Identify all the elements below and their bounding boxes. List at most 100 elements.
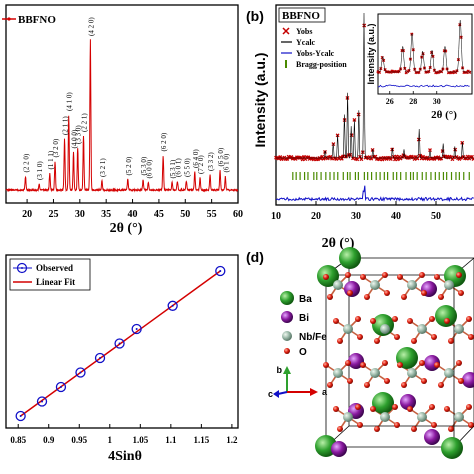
panel-c-legend-observed-label: Observed xyxy=(36,263,73,273)
panel-c-observed-point xyxy=(55,381,67,393)
panel-b-rietveld: (b) Intensity (a.u.) BBFNO YobsYcalcYobs… xyxy=(246,4,474,251)
panel-d-atom-ba xyxy=(441,437,463,459)
panel-d-unit-cell xyxy=(325,257,474,448)
panel-d-atom-nbfe xyxy=(417,412,427,422)
panel-d-atom-bi xyxy=(462,372,474,388)
panel-c-legend-observed-dot xyxy=(21,267,23,269)
panel-b-inset-x-tick-label: 28 xyxy=(409,97,417,106)
panel-c-observed-point-center xyxy=(135,328,138,330)
panel-c-observed-point-center xyxy=(118,342,121,345)
panel-a-legend-marker xyxy=(7,17,11,21)
panel-a-peak-label: (6 0 0) xyxy=(145,159,153,178)
panel-a-frame xyxy=(5,4,239,204)
panel-c-x-axis-label: 4Sinθ xyxy=(108,449,142,464)
panel-b-legend-label: Yobs xyxy=(296,27,312,36)
panel-d-atom-o xyxy=(431,334,437,340)
panel-d-atom-o xyxy=(347,290,353,296)
panel-a-peak-labels: (2 2 0) (3 1 0)(1 1 1)(3 2 0)(2 1 1) (4 1 … xyxy=(23,17,231,180)
panel-d-atom-o xyxy=(434,362,440,368)
panel-d-atom-o xyxy=(444,318,450,324)
panel-b-series-ycalc xyxy=(276,12,474,159)
panel-b-inset-frame xyxy=(377,13,473,95)
panel-d-atom-o xyxy=(337,338,343,344)
axis-a-arrowhead-icon xyxy=(310,388,318,396)
panel-d-atom-o xyxy=(364,294,370,300)
panel-d-atom-o xyxy=(448,338,454,344)
panel-d-atom-o xyxy=(337,426,343,432)
panel-d-atom-o xyxy=(323,274,329,280)
panel-d-legend-swatch-nb-fe xyxy=(282,331,292,341)
panel-b-x-ticks: 10 20 30 40 50 xyxy=(271,201,441,222)
panel-b-inset: Intensity (a.u.) 26 28 30 2θ (°) xyxy=(366,13,473,121)
panel-d-atom-o xyxy=(384,290,390,296)
panel-d-legend-label: Bi xyxy=(299,313,309,324)
panel-d-legend-swatch-o xyxy=(284,348,290,354)
panel-b-inset-x-tick-label: 30 xyxy=(433,97,441,106)
panel-d-atom-o xyxy=(345,360,351,366)
axis-a-label: a xyxy=(322,387,328,397)
panel-d-atom-o xyxy=(357,334,363,340)
panel-d-atom-o xyxy=(434,274,440,280)
panel-a-peak-label: (2 2 0) xyxy=(23,153,31,172)
panel-c-observed-point-center xyxy=(59,386,62,388)
panel-d-atom-o xyxy=(347,378,353,384)
panel-d-atom-o xyxy=(407,318,413,324)
panel-a-peak-label: (5 3 1) xyxy=(169,159,177,178)
panel-a-peak-label: (6 5 0) xyxy=(217,147,225,166)
panel-a-peak-label: (3 2 1) xyxy=(99,158,107,177)
panel-a-x-tick-label: 55 xyxy=(207,209,217,220)
panel-b-legend-label: Bragg-position xyxy=(296,60,347,69)
panel-d-atom-o xyxy=(421,290,427,296)
panel-a-x-tick-label: 30 xyxy=(75,209,85,220)
panel-a-peak-label: (4 1 0) xyxy=(66,92,74,111)
panel-d-atom-o xyxy=(384,378,390,384)
panel-d-atom-bi xyxy=(424,429,440,445)
panel-c-observed-point xyxy=(114,338,125,349)
panel-a-peak-label: (4 0 0) xyxy=(70,129,78,148)
panel-d-axis-triad: b a c xyxy=(268,365,328,399)
panel-d-legend-label: O xyxy=(299,347,307,358)
panel-d-atom-bi xyxy=(400,394,416,410)
panel-d-atom-o xyxy=(466,316,472,322)
panel-c-observed-point-center xyxy=(171,304,174,307)
panel-d-atom-o xyxy=(370,318,376,324)
panel-d-atom-o xyxy=(458,378,464,384)
panel-d-atom-nbfe xyxy=(444,280,454,290)
panel-d-atom-o xyxy=(456,360,462,366)
panel-a-peak-label: (3 3 0) xyxy=(75,125,83,144)
panel-a-x-tick-label: 45 xyxy=(154,209,164,220)
panel-c-observed-point xyxy=(75,367,86,378)
axis-b-arrowhead-icon xyxy=(283,366,291,374)
panel-c-x-tick-label: 0.85 xyxy=(10,435,26,445)
panel-d-atom-o xyxy=(364,382,370,388)
panel-d-atom-o xyxy=(374,426,380,432)
panel-a-x-ticks: 20 25 30 35 40 45 50 55 60 xyxy=(22,199,243,220)
panel-d-atoms xyxy=(315,247,474,459)
panel-a-legend-label: BBFNO xyxy=(18,14,56,26)
panel-b-inset-x-tick-label: 26 xyxy=(386,97,394,106)
panel-d-atom-o xyxy=(419,272,425,278)
panel-c-frame xyxy=(5,254,239,429)
panel-d-atom-o xyxy=(333,318,339,324)
panel-d-atom-o xyxy=(401,294,407,300)
panel-d-atom-o xyxy=(382,272,388,278)
panel-c-x-ticks: 0.85 0.9 0.95 1 1.05 1.1 1.15 1.2 xyxy=(10,424,238,445)
panel-a-x-tick-label: 35 xyxy=(101,209,111,220)
panel-d-atom-o xyxy=(392,316,398,322)
panel-d-atom-nbfe xyxy=(333,280,343,290)
panel-d-atom-nbfe xyxy=(407,368,417,378)
panel-b-x-tick-label: 40 xyxy=(391,211,401,222)
panel-d-atom-o xyxy=(360,274,366,280)
panel-b-bragg-positions xyxy=(292,172,470,180)
panel-b-y-axis-label: Intensity (a.u.) xyxy=(252,53,268,148)
panel-d-atom-o xyxy=(431,422,437,428)
panel-d-label: (d) xyxy=(246,249,264,265)
panel-d-atom-o xyxy=(458,290,464,296)
panel-d-atom-nbfe xyxy=(370,280,380,290)
panel-c-observed-point-center xyxy=(219,270,222,272)
panel-a-x-tick-label: 20 xyxy=(22,209,32,220)
panel-b-x-tick-label: 10 xyxy=(271,211,281,222)
panel-c-legend-observed-marker xyxy=(16,262,28,274)
panel-d-atom-o xyxy=(438,294,444,300)
panel-a-peak-label: (5 5 0) xyxy=(183,158,191,177)
